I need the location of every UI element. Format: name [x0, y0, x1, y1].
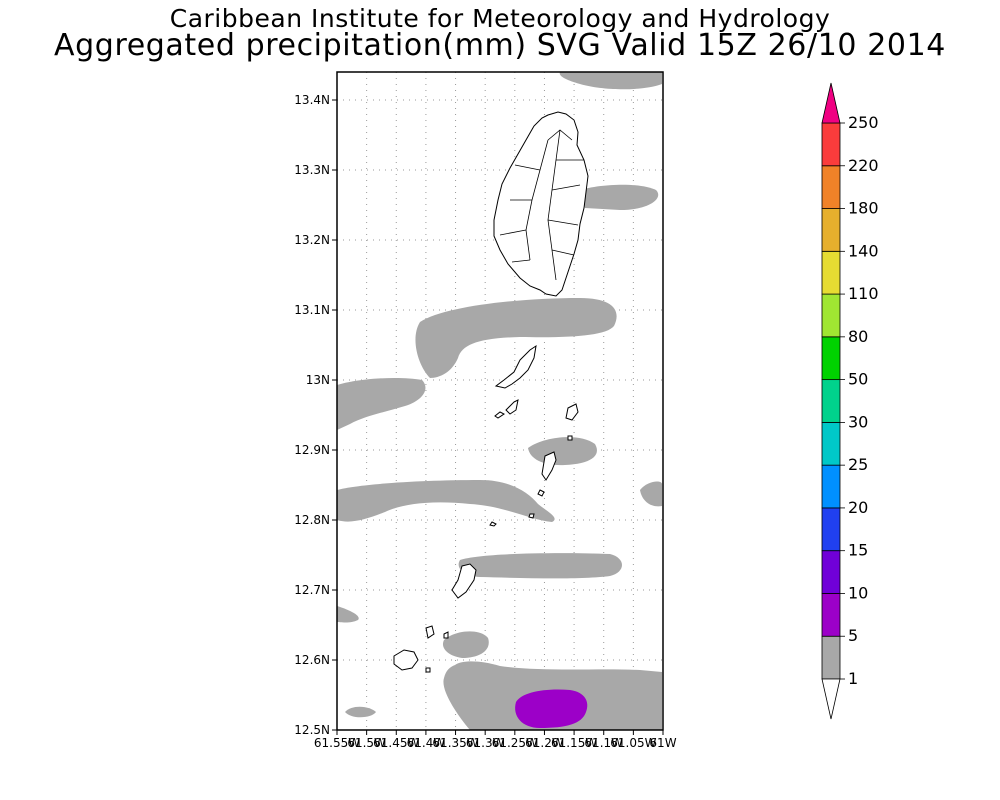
island-internal-lines — [499, 129, 584, 281]
lon-tick-label: 61.25W — [492, 736, 538, 750]
colorbar-label: 50 — [848, 370, 868, 389]
island-union — [541, 451, 557, 481]
precip-area-13-1n — [415, 298, 617, 378]
lat-tick-label: 12.9N — [294, 443, 330, 457]
lon-tick-label: 61.45W — [373, 736, 419, 750]
lon-tick-label: 61.1W — [584, 736, 623, 750]
precip-shading — [337, 72, 662, 730]
lat-tick-label: 12.7N — [294, 583, 330, 597]
colorbar-segment — [821, 464, 841, 509]
island-small-8 — [425, 667, 431, 673]
plot-frame — [336, 71, 664, 731]
chart-subtitle: Aggregated precipitation(mm) SVG Valid 1… — [54, 28, 946, 63]
lon-tick-label: 61.15W — [551, 736, 597, 750]
island-canouan — [565, 403, 579, 421]
precip-area-13-25n — [580, 184, 659, 210]
lon-tick-label: 61.35W — [432, 736, 478, 750]
colorbar-label: 10 — [848, 583, 868, 602]
colorbar-label: 110 — [848, 284, 879, 303]
island-small-7 — [443, 631, 449, 639]
island-small-4 — [489, 521, 497, 527]
land-outlines — [393, 111, 589, 673]
colorbar-segment — [821, 165, 841, 209]
lat-tick-label: 12.5N — [294, 723, 330, 737]
latitude-axis: 13.4N 13.3N 13.2N 13.1N 13N 12.9N 12.8N 12.7N 12… — [294, 93, 337, 737]
colorbar-label: 20 — [848, 498, 868, 517]
lon-tick-label: 61.3W — [466, 736, 505, 750]
colorbar-label: 220 — [848, 156, 879, 175]
colorbar-segment — [821, 250, 841, 295]
colorbar-segment — [821, 507, 841, 552]
colorbar-label: 15 — [848, 541, 868, 560]
lat-tick-label: 12.6N — [294, 653, 330, 667]
grid-lines — [337, 72, 663, 730]
chart-title: Caribbean Institute for Meteorology and … — [169, 4, 831, 33]
lat-tick-label: 13.4N — [294, 93, 330, 107]
colorbar-label: 80 — [848, 327, 868, 346]
colorbar-label: 5 — [848, 626, 858, 645]
lat-tick-label: 13N — [306, 373, 330, 387]
colorbar-segment — [821, 293, 841, 338]
colorbar-segment — [821, 421, 841, 466]
colorbar-label: 25 — [848, 455, 868, 474]
island-bequia — [494, 344, 537, 389]
colorbar-label: 180 — [848, 199, 879, 218]
island-carriacou — [451, 563, 477, 599]
island-small-2 — [567, 435, 573, 441]
precip-area-12-53n-west — [345, 706, 376, 718]
lon-tick-label: 61W — [649, 736, 676, 750]
colorbar-segment — [821, 635, 841, 680]
lat-tick-label: 13.2N — [294, 233, 330, 247]
island-st-vincent — [493, 111, 589, 297]
precip-area-5-10mm — [515, 689, 588, 728]
precip-area-12-64n — [442, 631, 489, 658]
lon-tick-label: 61.5W — [347, 736, 386, 750]
colorbar-segment — [821, 122, 841, 167]
island-small-5 — [528, 513, 535, 519]
colorbar-arrow-bottom — [821, 678, 841, 720]
precip-area-13n — [337, 377, 426, 430]
lon-tick-label: 61.4W — [407, 736, 446, 750]
colorbar-segment — [821, 379, 841, 423]
lon-tick-label: 61.55W — [314, 736, 360, 750]
precip-area-12-74n — [458, 553, 622, 579]
island-small-6 — [425, 625, 435, 639]
colorbar-segment — [821, 336, 841, 381]
island-small-1 — [494, 411, 505, 419]
precip-area-top-edge — [559, 72, 662, 90]
colorbar-segment — [821, 208, 841, 252]
colorbar-segment — [821, 593, 841, 637]
colorbar-label: 1 — [848, 669, 858, 688]
lat-tick-label: 13.3N — [294, 163, 330, 177]
colorbar-label: 140 — [848, 241, 879, 260]
precip-area-12-85n-east — [640, 481, 662, 507]
lat-tick-label: 13.1N — [294, 303, 330, 317]
precip-area-12-65n-west — [337, 606, 359, 623]
island-small-3 — [537, 489, 545, 497]
colorbar-label: 250 — [848, 113, 879, 132]
longitude-axis: 61.55W61.5W61.45W61.4W61.35W61.3W61.25W6… — [314, 730, 677, 750]
colorbar-segment — [821, 550, 841, 594]
island-mustique — [505, 399, 519, 415]
lon-tick-label: 61.2W — [525, 736, 564, 750]
colorbar-label: 30 — [848, 412, 868, 431]
precip-area-12-82n — [337, 480, 555, 522]
colorbar-arrow-top — [821, 82, 841, 124]
island-grenada-north — [393, 649, 419, 671]
lat-tick-label: 12.8N — [294, 513, 330, 527]
lon-tick-label: 61.05W — [610, 736, 656, 750]
